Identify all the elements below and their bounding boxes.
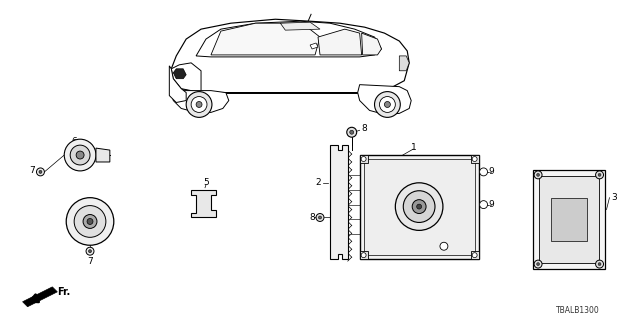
Circle shape (472, 253, 477, 258)
Circle shape (88, 250, 92, 253)
Polygon shape (172, 19, 409, 92)
Circle shape (349, 130, 354, 134)
Bar (470, 251, 479, 259)
Circle shape (472, 156, 477, 162)
Text: 6: 6 (71, 137, 77, 146)
Bar (551, 198, 587, 241)
Polygon shape (330, 145, 348, 259)
Circle shape (598, 173, 601, 176)
Circle shape (74, 206, 106, 237)
Circle shape (396, 183, 443, 230)
Circle shape (86, 247, 94, 255)
Polygon shape (318, 29, 362, 55)
Text: 8: 8 (362, 124, 367, 133)
Circle shape (374, 92, 400, 117)
Circle shape (479, 201, 488, 209)
Circle shape (361, 253, 366, 258)
Circle shape (536, 173, 540, 176)
Circle shape (596, 171, 604, 179)
Text: 9: 9 (451, 243, 457, 252)
Bar (360, 251, 367, 259)
Circle shape (191, 97, 207, 112)
Polygon shape (172, 91, 228, 112)
Polygon shape (362, 33, 381, 55)
Text: TBALB1300: TBALB1300 (556, 306, 600, 315)
Circle shape (534, 171, 542, 179)
Circle shape (64, 139, 96, 171)
Polygon shape (96, 148, 110, 162)
Circle shape (361, 156, 366, 162)
Text: 8: 8 (309, 213, 315, 222)
Polygon shape (399, 56, 409, 71)
Bar (360, 155, 479, 259)
Circle shape (403, 191, 435, 222)
Text: 1: 1 (412, 143, 417, 152)
Circle shape (36, 168, 44, 176)
Bar (470, 155, 479, 163)
Circle shape (316, 213, 324, 221)
Polygon shape (310, 43, 318, 49)
Polygon shape (211, 23, 320, 55)
Text: 5: 5 (203, 178, 209, 187)
Polygon shape (191, 190, 216, 218)
Text: 7: 7 (29, 166, 35, 175)
Circle shape (76, 151, 84, 159)
Circle shape (66, 198, 114, 245)
Circle shape (83, 214, 97, 228)
Polygon shape (170, 66, 186, 102)
Text: 2: 2 (316, 178, 321, 187)
Circle shape (412, 200, 426, 213)
Circle shape (598, 263, 601, 266)
Text: 4: 4 (97, 205, 103, 214)
Polygon shape (358, 85, 412, 114)
Polygon shape (172, 63, 201, 92)
Circle shape (70, 145, 90, 165)
Circle shape (440, 242, 448, 250)
Circle shape (39, 171, 42, 173)
Bar (539, 176, 598, 263)
Circle shape (196, 101, 202, 108)
Polygon shape (280, 22, 320, 30)
Text: 3: 3 (612, 193, 618, 202)
Circle shape (417, 204, 422, 209)
Text: 9: 9 (488, 200, 494, 209)
Circle shape (534, 260, 542, 268)
Polygon shape (22, 287, 58, 307)
Bar (360, 155, 367, 163)
Circle shape (380, 97, 396, 112)
Circle shape (596, 260, 604, 268)
Text: 9: 9 (488, 167, 494, 176)
Circle shape (347, 127, 356, 137)
Text: 7: 7 (87, 257, 93, 266)
Circle shape (385, 101, 390, 108)
Polygon shape (196, 21, 381, 57)
Bar (533, 170, 605, 269)
Circle shape (186, 92, 212, 117)
Circle shape (319, 216, 321, 219)
Circle shape (536, 263, 540, 266)
Circle shape (87, 219, 93, 224)
Circle shape (479, 168, 488, 176)
Text: Fr.: Fr. (58, 287, 71, 297)
Polygon shape (173, 69, 186, 79)
Bar (364, 159, 475, 255)
